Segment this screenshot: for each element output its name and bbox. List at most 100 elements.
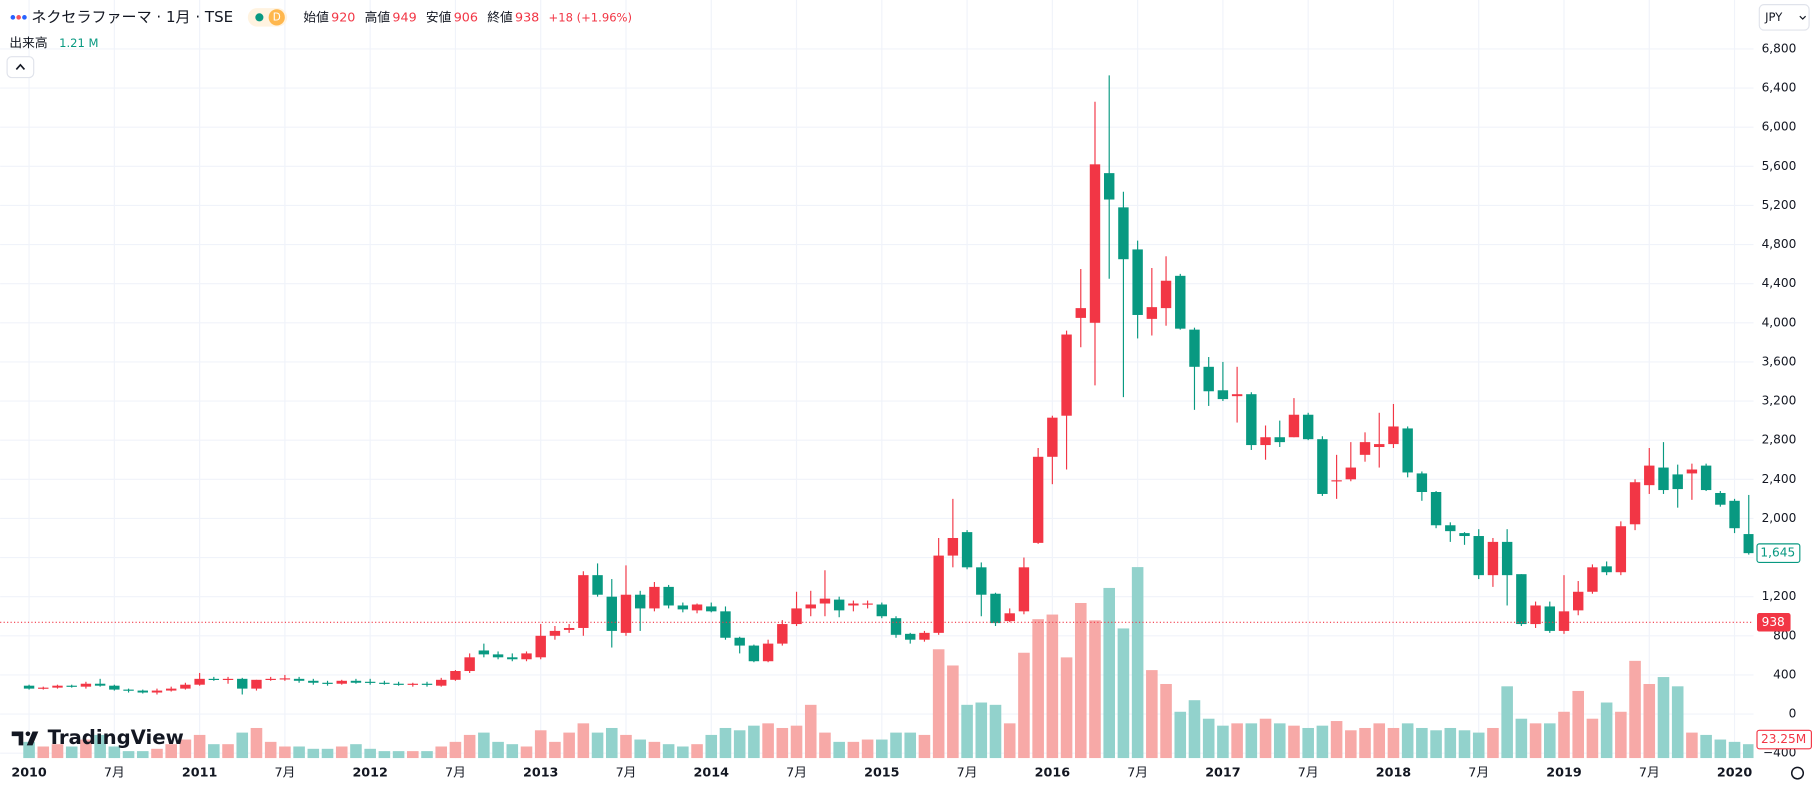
candle-body xyxy=(1217,390,1229,400)
volume-bar xyxy=(236,732,249,759)
collapse-button[interactable] xyxy=(6,56,35,79)
candle-body xyxy=(1032,456,1044,543)
change: +18 (+1.96%) xyxy=(549,10,633,24)
x-tick-label: 7月 xyxy=(786,766,807,781)
y-tick-label: 6,800 xyxy=(1762,41,1797,55)
volume-bar xyxy=(136,751,149,759)
volume-bar xyxy=(449,741,462,759)
logo-text: TradingView xyxy=(48,726,184,749)
candle-body xyxy=(293,678,305,681)
volume-bar xyxy=(549,741,561,759)
volume-bar xyxy=(279,746,291,759)
volume-bar xyxy=(648,741,661,759)
candle-body xyxy=(137,690,148,693)
volume-bar xyxy=(151,748,163,759)
volume-bar xyxy=(819,732,831,759)
candle-body xyxy=(1331,480,1342,482)
candle-body xyxy=(833,599,845,611)
y-tick-label: 2,400 xyxy=(1762,472,1797,486)
volume-bar xyxy=(1444,727,1457,759)
volume-bar xyxy=(932,649,945,759)
volume-bar xyxy=(1302,727,1314,759)
low-value: 906 xyxy=(454,10,478,25)
volume-bar xyxy=(563,732,575,759)
ohlc: 始値 920 高値 949 安値 906 終値 938 +18 (+1.96%) xyxy=(303,9,632,25)
symbol[interactable]: ネクセラファーマ · 1月 · TSE xyxy=(31,8,233,26)
candle-body xyxy=(1146,307,1158,319)
candle-body xyxy=(450,671,461,680)
candle-body xyxy=(777,624,788,644)
volume-bar xyxy=(804,704,817,759)
volume-bar xyxy=(705,734,718,759)
candle-body xyxy=(862,603,873,605)
volume-bar xyxy=(719,727,732,759)
candle-body xyxy=(578,575,589,628)
currency: JPY xyxy=(1764,10,1783,24)
candle-body xyxy=(421,683,433,685)
candle-body xyxy=(478,650,490,655)
candle-body xyxy=(336,680,347,684)
volume-bar xyxy=(1430,730,1442,759)
volume-bar xyxy=(591,732,604,759)
volume-bar xyxy=(847,741,860,759)
settings-icon[interactable] xyxy=(1790,766,1805,780)
candle-body xyxy=(649,586,660,609)
volume-bar xyxy=(1032,619,1044,759)
candle-body xyxy=(180,684,191,689)
y-tick-label: 800 xyxy=(1773,628,1796,642)
x-tick-label: 2011 xyxy=(182,766,217,781)
volume-bar xyxy=(790,725,803,759)
volume-bar xyxy=(51,744,64,759)
logo: TradingView xyxy=(11,726,184,749)
candle-body xyxy=(848,603,859,606)
candle-body xyxy=(734,637,745,646)
candle-body xyxy=(947,537,959,556)
candle-body xyxy=(1075,308,1086,318)
price-axis-bg xyxy=(1753,0,1815,787)
candle-body xyxy=(706,606,717,612)
x-tick-label: 7月 xyxy=(104,766,125,781)
volume-bar xyxy=(1117,628,1130,759)
y-tick-label: 6,000 xyxy=(1762,120,1797,134)
candle-body xyxy=(976,567,987,595)
candle-body xyxy=(94,683,106,686)
status-dot xyxy=(255,13,264,22)
candle-body xyxy=(663,586,674,606)
candle-body xyxy=(606,596,617,631)
candle-body xyxy=(549,630,561,636)
y-tick-label: 6,400 xyxy=(1762,81,1797,95)
candle-body xyxy=(350,680,362,683)
y-tick-label: 1,200 xyxy=(1762,589,1797,603)
high-label: 高値 xyxy=(365,9,391,25)
volume-bar xyxy=(1259,718,1272,759)
candle-body xyxy=(165,688,177,691)
volume-bar xyxy=(222,744,234,759)
candle-body xyxy=(890,618,902,635)
candle-body xyxy=(322,682,333,684)
x-tick-label: 7月 xyxy=(1298,766,1319,781)
candle-body xyxy=(123,689,134,691)
currency-button[interactable] xyxy=(1758,4,1810,31)
volume-bar xyxy=(435,746,448,759)
x-tick-label: 2010 xyxy=(11,766,47,781)
candle-body xyxy=(1317,439,1328,494)
x-tick-label: 2017 xyxy=(1205,766,1240,781)
volume-bar xyxy=(520,746,533,759)
candle-body xyxy=(1587,567,1598,592)
candle-body xyxy=(1516,574,1527,625)
candle-body xyxy=(379,682,390,684)
volume-value: 1.21 M xyxy=(59,35,98,49)
candle-body xyxy=(364,681,376,683)
candle-body xyxy=(1231,394,1243,397)
open-label: 始値 xyxy=(303,9,329,25)
candle-body xyxy=(1402,428,1413,473)
volume-bar xyxy=(861,739,874,759)
close-label: 終値 xyxy=(487,9,513,25)
volume-bar xyxy=(961,704,973,759)
x-tick-label: 7月 xyxy=(1127,766,1148,781)
candle-body xyxy=(436,679,447,686)
icon-dot xyxy=(22,15,27,20)
volume-bar xyxy=(1600,702,1613,759)
candle-body xyxy=(251,679,262,689)
y-tick-label: 4,800 xyxy=(1762,237,1797,251)
